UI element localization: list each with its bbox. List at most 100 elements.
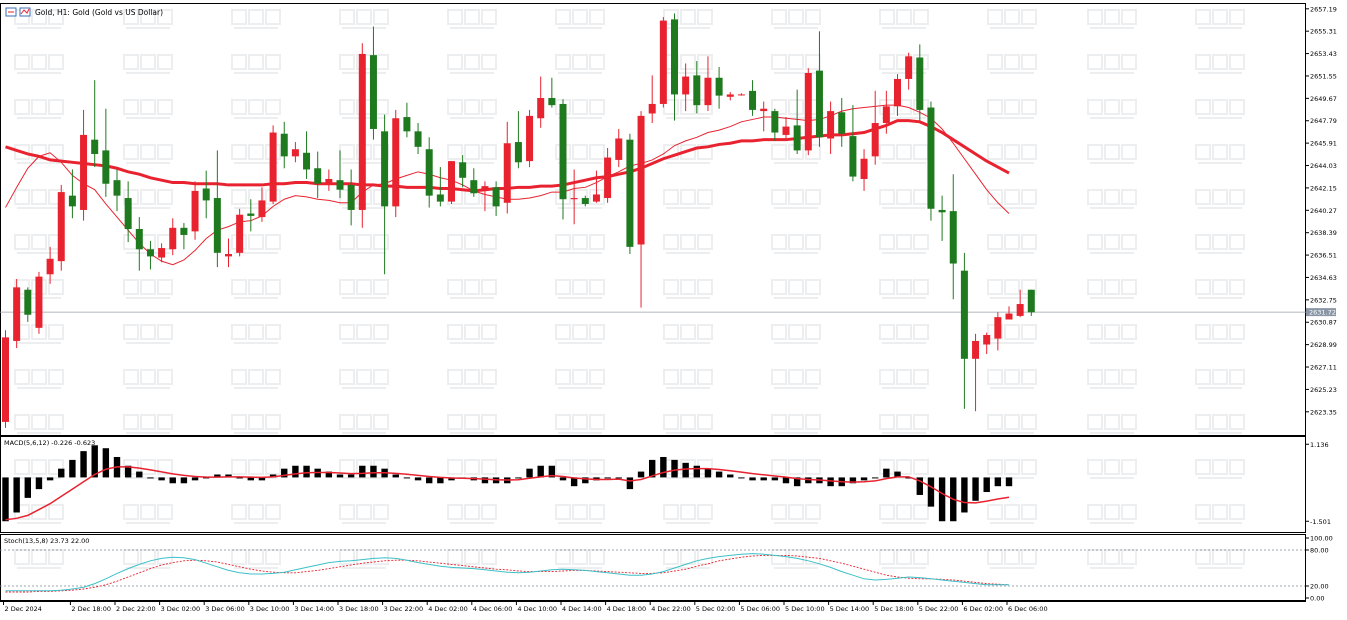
candle[interactable] <box>682 63 690 112</box>
candle[interactable] <box>960 252 968 409</box>
candle[interactable] <box>392 109 400 218</box>
candle[interactable] <box>827 101 835 154</box>
candle[interactable] <box>1005 306 1013 320</box>
candle[interactable] <box>570 169 578 225</box>
candle[interactable] <box>793 89 801 154</box>
candle[interactable] <box>13 279 21 349</box>
candle[interactable] <box>146 240 154 270</box>
candle[interactable] <box>838 97 846 147</box>
candle[interactable] <box>102 108 110 197</box>
candle[interactable] <box>938 195 946 241</box>
candle[interactable] <box>169 218 177 256</box>
candle[interactable] <box>46 246 54 284</box>
candle[interactable] <box>436 167 444 207</box>
candle[interactable] <box>124 181 132 243</box>
candle[interactable] <box>983 332 991 355</box>
candle[interactable] <box>280 121 288 169</box>
candle[interactable] <box>637 111 645 308</box>
candle[interactable] <box>236 208 244 257</box>
candle[interactable] <box>68 169 76 219</box>
candle[interactable] <box>882 90 890 134</box>
candle[interactable] <box>927 101 935 221</box>
candle[interactable] <box>514 111 522 169</box>
candle[interactable] <box>1016 289 1024 318</box>
candle[interactable] <box>548 77 556 108</box>
candle[interactable] <box>314 151 322 199</box>
candle[interactable] <box>448 161 455 204</box>
candle[interactable] <box>615 128 623 168</box>
candle[interactable] <box>659 17 667 108</box>
candle[interactable] <box>749 80 757 116</box>
candle[interactable] <box>972 333 980 412</box>
candle[interactable] <box>303 131 311 179</box>
candle[interactable] <box>258 187 266 222</box>
stochastic-indicator[interactable]: 100.00 80.00 20.00 0.00 <box>0 535 1333 603</box>
candle[interactable] <box>592 170 600 203</box>
candle[interactable] <box>269 125 277 204</box>
candle[interactable] <box>726 92 734 101</box>
candle[interactable] <box>135 217 143 271</box>
candle[interactable] <box>916 44 924 121</box>
candle[interactable] <box>91 80 99 168</box>
candle[interactable] <box>414 123 422 154</box>
candle[interactable] <box>225 238 232 268</box>
candle[interactable] <box>771 108 779 141</box>
candle[interactable] <box>191 181 199 240</box>
candle[interactable] <box>503 121 511 214</box>
candle[interactable] <box>247 199 255 232</box>
candle[interactable] <box>760 101 768 132</box>
candle[interactable] <box>24 287 32 322</box>
candle[interactable] <box>704 56 712 112</box>
candle[interactable] <box>526 109 534 168</box>
candle[interactable] <box>559 99 567 220</box>
time-axis[interactable]: 2 Dec 2024 2 Dec 18:00 2 Dec 22:00 3 Dec 02… <box>3 601 1048 613</box>
candle[interactable] <box>381 114 389 275</box>
price-axis[interactable]: 2657.19 2655.31 2653.43 2651.55 2649.67 2647.… <box>1305 5 1337 416</box>
candle[interactable] <box>537 76 545 128</box>
macd-indicator[interactable]: 1.136 -1.501 <box>2 441 1331 526</box>
candle[interactable] <box>648 75 656 124</box>
candle[interactable] <box>1027 289 1035 316</box>
candle[interactable] <box>481 181 489 212</box>
candle[interactable] <box>949 174 957 300</box>
candle[interactable] <box>113 169 121 212</box>
candle[interactable] <box>213 150 221 268</box>
candle[interactable] <box>671 13 678 121</box>
candle[interactable] <box>737 93 745 96</box>
candle[interactable] <box>715 67 723 109</box>
candle[interactable] <box>470 168 478 197</box>
candle[interactable] <box>905 52 913 90</box>
candle[interactable] <box>35 271 43 334</box>
candle[interactable] <box>626 133 634 255</box>
candle[interactable] <box>80 109 88 221</box>
candle[interactable] <box>347 169 355 226</box>
candle[interactable] <box>459 155 467 188</box>
candle[interactable] <box>325 169 333 191</box>
candle[interactable] <box>860 149 868 191</box>
candle[interactable] <box>581 195 589 207</box>
candle[interactable] <box>369 26 377 140</box>
candlestick-series[interactable] <box>2 13 1035 428</box>
candle[interactable] <box>425 137 433 208</box>
candle[interactable] <box>871 90 879 165</box>
candle[interactable] <box>403 102 411 138</box>
candle[interactable] <box>894 74 901 116</box>
candle[interactable] <box>693 61 701 114</box>
candle[interactable] <box>492 181 500 216</box>
candle[interactable] <box>158 243 166 263</box>
candle[interactable] <box>202 170 210 219</box>
candle[interactable] <box>358 43 366 228</box>
candle[interactable] <box>180 223 188 250</box>
candle[interactable] <box>815 31 823 147</box>
candle[interactable] <box>849 105 857 182</box>
candle[interactable] <box>804 68 812 156</box>
candle[interactable] <box>336 150 344 199</box>
candle[interactable] <box>782 117 790 140</box>
candle[interactable] <box>604 148 612 203</box>
candle[interactable] <box>2 330 9 428</box>
candle[interactable] <box>291 142 299 163</box>
candle[interactable] <box>994 312 1002 351</box>
candle[interactable] <box>57 184 65 271</box>
